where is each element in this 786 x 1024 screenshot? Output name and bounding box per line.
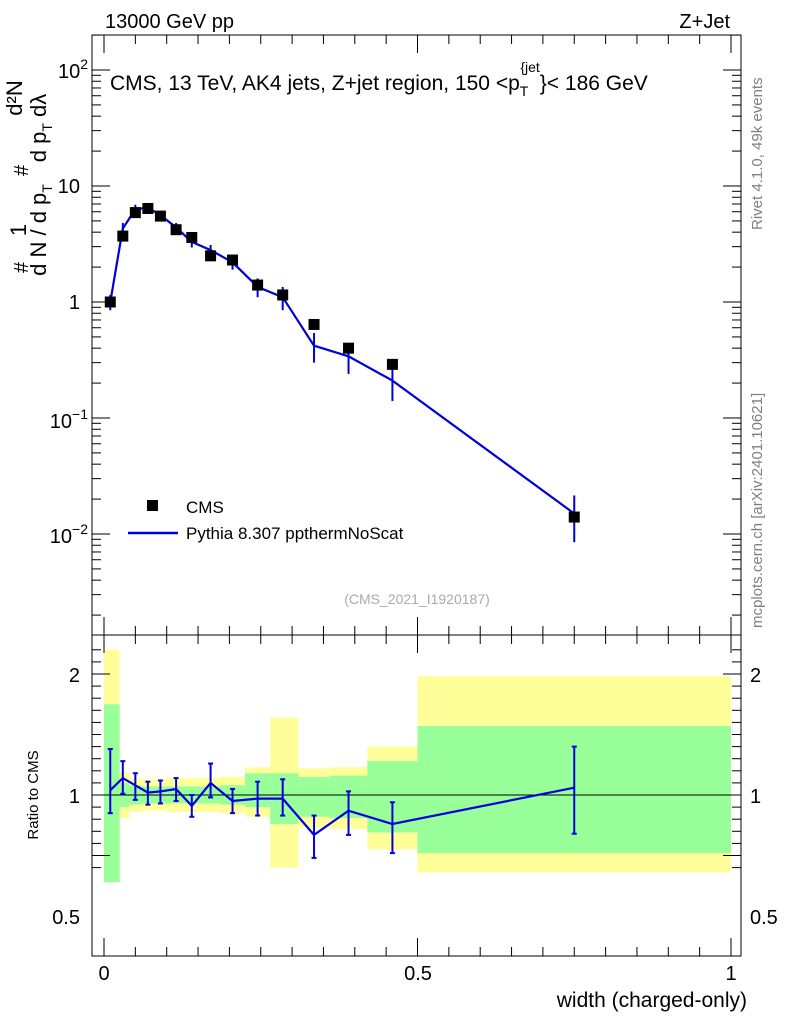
main-y-tick-label-1: 1: [69, 292, 80, 314]
side-label-rivet: Rivet 4.1.0, 49k events: [749, 77, 766, 230]
main-data-marker: [386, 358, 398, 370]
x-tick-label-1: 1: [725, 963, 736, 985]
ylabel-dn-dpt-text: d N / d p: [26, 193, 51, 276]
ylabel-d2n: d²N: [2, 80, 27, 115]
ratio-y-tick-label-right-0p5: 0.5: [750, 907, 778, 929]
legend: CMS Pythia 8.307 ppthermNoScat: [128, 498, 404, 543]
main-data-marker: [117, 230, 129, 242]
ratio-band-inner-bin: [298, 776, 330, 817]
ratio-y-axis-label: Ratio to CMS: [25, 750, 42, 839]
ylabel-hash-1: #: [11, 261, 33, 273]
main-y-tick-0p01-base: 10: [50, 526, 72, 548]
main-title-text: CMS, 13 TeV, AK4 jets, Z+jet region, 150…: [110, 72, 520, 95]
ratio-y-tick-label-right-1: 1: [750, 786, 761, 808]
analysis-id-annotation: (CMS_2021_I1920187): [344, 591, 490, 607]
main-title-tail: }< 186 GeV: [540, 72, 648, 95]
legend-label-cms: CMS: [186, 498, 224, 517]
main-mc-errorbars: [109, 203, 576, 543]
main-data-marker: [170, 224, 182, 236]
ratio-y-tick-labels-right: 2 1 0.5: [750, 665, 778, 929]
main-y-tick-0p1-exp: −1: [72, 406, 88, 422]
main-y-tick-100-exp: 2: [80, 56, 88, 72]
side-label-mcplots: mcplots.cern.ch [arXiv:2401.10621]: [749, 393, 766, 628]
ratio-y-tick-label-0p5: 0.5: [52, 907, 80, 929]
main-data-marker: [205, 250, 217, 262]
ylabel-dpt-dlambda: d pTdλ: [26, 94, 55, 162]
main-title-sub: T: [520, 83, 529, 99]
ratio-mc-polyline: [109, 776, 575, 837]
main-data-marker: [142, 202, 154, 214]
ratio-ticks: [92, 635, 741, 956]
main-plot-frame: [91, 34, 742, 636]
ylabel-dn-dpt-sub: T: [39, 184, 55, 193]
ratio-panel: Ratio to CMS 2 1 0.5 2 1 0.5 0 0.5 1 wid…: [25, 634, 778, 1012]
main-data-marker: [104, 296, 116, 308]
x-tick-label-0: 0: [98, 963, 109, 985]
ylabel-dlambda: dλ: [26, 94, 51, 117]
main-data-marker: [252, 279, 264, 291]
main-data-marker: [308, 318, 320, 330]
ratio-y-tick-labels-left: 2 1 0.5: [52, 665, 80, 929]
header-left: 13000 GeV pp: [105, 11, 234, 33]
main-y-axis-label: # 1 d N / d pT # d pTdλ d²N: [2, 80, 55, 276]
ratio-y-tick-label-right-2: 2: [750, 665, 761, 687]
main-data-marker: [129, 207, 141, 219]
main-y-tick-label-0p1: 10−1: [50, 406, 88, 433]
legend-label-pythia: Pythia 8.307 ppthermNoScat: [186, 524, 404, 543]
main-y-tick-label-0p01: 10−2: [50, 521, 88, 548]
legend-marker-cms: [147, 500, 158, 511]
main-title: CMS, 13 TeV, AK4 jets, Z+jet region, 150…: [110, 59, 648, 99]
x-tick-labels: 0 0.5 1: [98, 963, 736, 985]
main-data-marker: [227, 254, 239, 266]
main-y-tick-labels: 102 10 1 10−1 10−2: [50, 56, 88, 548]
main-data-marker: [343, 342, 355, 354]
main-data-marker: [568, 511, 580, 523]
header-right: Z+Jet: [679, 11, 730, 33]
ylabel-dpt: d p: [26, 132, 51, 163]
main-y-tick-label-10: 10: [58, 176, 80, 198]
main-ticks: [92, 34, 741, 635]
main-y-tick-0p1-base: 10: [50, 411, 72, 433]
ylabel-dpt-sub: T: [39, 123, 55, 132]
main-data-markers: [104, 202, 580, 523]
main-mc-line: [109, 206, 575, 515]
main-title-sup: {jet: [520, 59, 540, 75]
main-y-tick-100-base: 10: [58, 61, 80, 83]
main-y-tick-label-100: 102: [58, 56, 88, 83]
ratio-mc-errorbars: [107, 745, 577, 859]
main-y-tick-0p01-exp: −2: [72, 521, 88, 537]
main-panel: # 1 d N / d pT # d pTdλ d²N 102 10 1 10−…: [2, 34, 742, 636]
ratio-y-tick-label-1: 1: [69, 786, 80, 808]
ratio-y-tick-label-2: 2: [69, 665, 80, 687]
ylabel-one: 1: [6, 224, 31, 236]
main-data-marker: [186, 231, 198, 243]
main-data-marker: [277, 289, 289, 301]
ylabel-hash-2: #: [11, 164, 33, 176]
main-mc-polyline: [109, 206, 575, 515]
main-data-marker: [154, 210, 166, 222]
x-axis-label: width (charged-only): [556, 989, 747, 1012]
ratio-mc-line: [109, 776, 575, 837]
x-tick-label-0p5: 0.5: [404, 963, 432, 985]
ylabel-dn-dpt: d N / d pT: [26, 184, 55, 276]
